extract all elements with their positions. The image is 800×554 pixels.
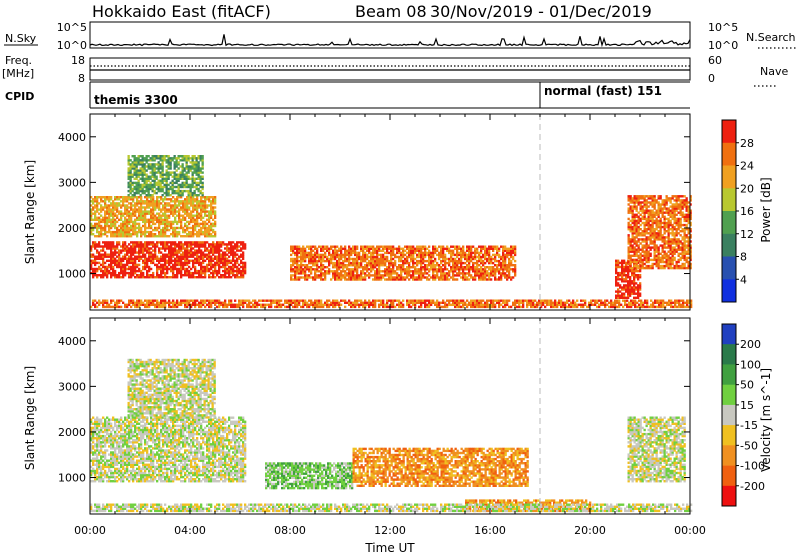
beam-label: Beam 08	[355, 2, 427, 21]
velocity-echo-region	[127, 358, 216, 419]
power-colorbar-tick: 12	[740, 228, 754, 241]
power-panel: 1000 2000 3000 4000 Slant Range [km] 4 8 12 16…	[23, 113, 773, 311]
time-tick-label: 20:00	[574, 524, 606, 537]
nsky-panel: N.Sky 10^5 10^0 10^5 10^0 N.Search	[4, 21, 798, 52]
power-colorbar-swatch	[722, 279, 736, 303]
time-tick-label: 00:00	[674, 524, 706, 537]
cpid-label: CPID	[5, 90, 34, 103]
velocity-echo-region	[627, 416, 686, 483]
velocity-colorbar-swatch	[722, 465, 736, 487]
freq-tick-top: 18	[71, 54, 85, 67]
date-range: 30/Nov/2019 - 01/Dec/2019	[430, 2, 652, 21]
velocity-colorbar-tick: -50	[740, 439, 758, 452]
velocity-colorbar-swatch	[722, 425, 736, 446]
power-colorbar-swatch	[722, 211, 736, 235]
cpid-mode-1: themis 3300	[94, 93, 178, 107]
velocity-echo-region	[90, 503, 693, 513]
power-colorbar-tick: 20	[740, 182, 754, 195]
power-ytick-label: 1000	[58, 268, 86, 281]
power-colorbar-tick: 16	[740, 205, 754, 218]
velocity-cbar-label: Velocity [m s^-1]	[759, 368, 773, 472]
time-tick-label: 08:00	[274, 524, 306, 537]
power-colorbar-swatch	[722, 165, 736, 189]
velocity-colorbar-tick: 100	[740, 358, 761, 371]
velocity-colorbar-swatch	[722, 364, 736, 385]
power-colorbar-swatch	[722, 188, 736, 212]
velocity-colorbar-swatch	[722, 485, 736, 507]
nsky-trace	[89, 34, 691, 48]
velocity-colorbar-tick: 200	[740, 338, 761, 351]
nave-tick-top: 60	[708, 54, 722, 67]
freq-label-1: Freq.	[5, 54, 32, 67]
power-colorbar-tick: 8	[740, 251, 747, 264]
velocity-ytick-label: 4000	[58, 335, 86, 348]
nsky-tick-top: 10^5	[57, 21, 87, 34]
nsky-label: N.Sky	[5, 32, 37, 45]
cpid-panel: CPID themis 3300 normal (fast) 151	[5, 81, 690, 109]
power-colorbar-tick: 4	[740, 273, 747, 286]
time-axis-label: Time UT	[364, 541, 415, 554]
power-colorbar-swatch	[722, 142, 736, 166]
cpid-mode-2: normal (fast) 151	[544, 84, 662, 98]
power-echo-region	[90, 299, 693, 309]
power-echo-region	[90, 196, 217, 238]
nsearch-label: N.Search	[746, 31, 796, 44]
velocity-colorbar-tick: 50	[740, 379, 754, 392]
velocity-colorbar-tick: -100	[740, 460, 765, 473]
velocity-echo-region	[352, 447, 529, 487]
power-cbar-label: Power [dB]	[759, 177, 773, 242]
power-ytick-label: 3000	[58, 176, 86, 189]
velocity-colorbar-swatch	[722, 404, 736, 426]
power-colorbar-tick: 28	[740, 137, 754, 150]
station-title: Hokkaido East (fitACF)	[92, 2, 271, 21]
velocity-ytick-label: 3000	[58, 380, 86, 393]
power-colorbar: 4 8 12 16 20 24 28	[721, 119, 754, 303]
power-echo-region	[627, 195, 692, 270]
nsky-tick-bottom: 10^0	[57, 39, 87, 52]
power-colorbar-swatch	[722, 120, 736, 144]
velocity-data	[90, 318, 693, 514]
nsearch-tick-top: 10^5	[708, 21, 738, 34]
power-echo-region	[90, 241, 247, 279]
power-colorbar-tick: 24	[740, 160, 754, 173]
freq-panel: Freq. [MHz] 18 8 60 0 Nave	[2, 54, 788, 87]
power-colorbar-swatch	[722, 233, 736, 257]
nave-tick-bottom: 0	[708, 72, 715, 85]
time-axis: 00:00 04:00 08:00 12:00 16:00 20:00 00:00	[74, 524, 706, 537]
time-tick-label: 00:00	[74, 524, 106, 537]
power-data	[90, 114, 693, 310]
velocity-colorbar-tick: -200	[740, 480, 765, 493]
velocity-colorbar-swatch	[722, 384, 736, 406]
velocity-colorbar: 200 100 50 15 -15 -50 -100 -200	[721, 323, 765, 507]
velocity-colorbar-swatch	[722, 445, 736, 466]
velocity-panel: 1000 2000 3000 4000 Slant Range [km] 200 100…	[23, 317, 773, 515]
velocity-echo-region	[90, 416, 247, 483]
power-ytick-label: 2000	[58, 222, 86, 235]
power-echo-region	[290, 245, 517, 281]
power-ytick-label: 4000	[58, 131, 86, 144]
velocity-colorbar-swatch	[722, 324, 736, 345]
time-tick-label: 16:00	[474, 524, 506, 537]
nsearch-tick-bottom: 10^0	[708, 39, 738, 52]
velocity-colorbar-tick: -15	[740, 419, 758, 432]
velocity-ytick-label: 2000	[58, 426, 86, 439]
velocity-ytick-label: 1000	[58, 472, 86, 485]
power-echo-region	[127, 155, 204, 197]
velocity-echo-region	[265, 462, 354, 490]
time-tick-label: 04:00	[174, 524, 206, 537]
nave-label: Nave	[760, 65, 788, 78]
velocity-ylabel: Slant Range [km]	[23, 366, 37, 470]
velocity-colorbar-swatch	[722, 344, 736, 365]
freq-label-2: [MHz]	[2, 67, 34, 80]
velocity-colorbar-tick: 15	[740, 399, 754, 412]
freq-tick-bottom: 8	[78, 72, 85, 85]
power-colorbar-swatch	[722, 256, 736, 280]
power-ylabel: Slant Range [km]	[23, 160, 37, 264]
time-tick-label: 12:00	[374, 524, 406, 537]
